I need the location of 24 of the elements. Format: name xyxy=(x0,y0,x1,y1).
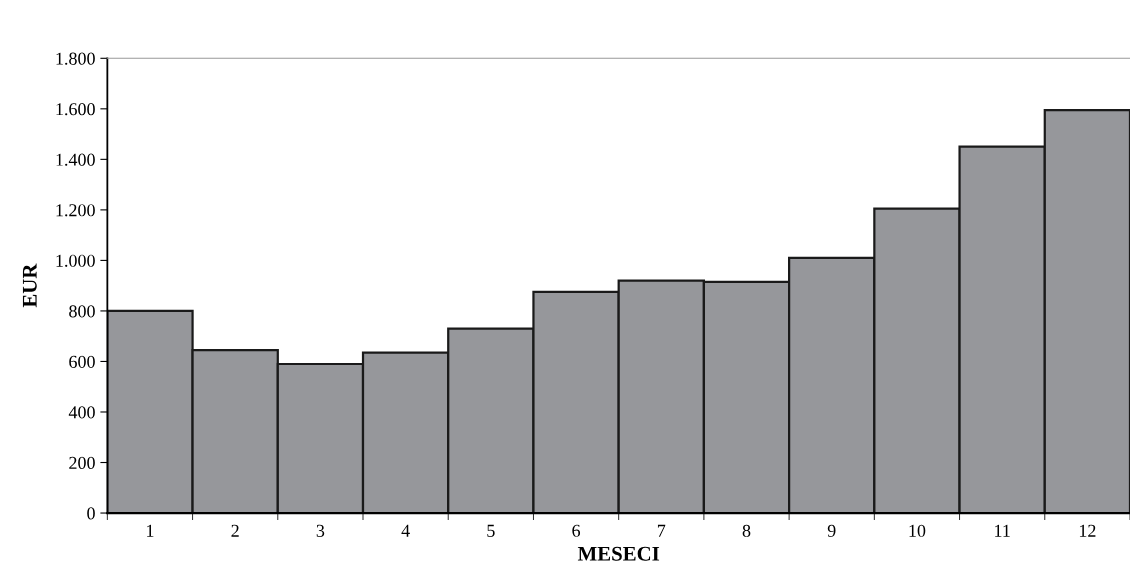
x-tick-label: 11 xyxy=(995,524,1010,537)
y-tick-label: 800 xyxy=(69,305,95,318)
x-tick-label: 6 xyxy=(572,524,581,537)
y-tick-label: 1.400 xyxy=(56,153,95,166)
x-tick-label: 8 xyxy=(742,524,751,537)
x-tick-label: 4 xyxy=(401,524,410,537)
y-tick-label: 1.000 xyxy=(56,254,95,267)
x-axis-title: MESECI xyxy=(577,546,660,561)
x-tick-label: 9 xyxy=(827,524,836,537)
x-tick-label: 7 xyxy=(657,524,666,537)
y-tick-label: 600 xyxy=(69,355,95,368)
x-tick-label: 12 xyxy=(1079,524,1096,537)
y-tick-label: 1.200 xyxy=(56,204,95,217)
y-tick-label: 200 xyxy=(69,456,95,469)
x-tick-label: 10 xyxy=(909,524,926,537)
y-tick-label: 400 xyxy=(68,406,95,419)
x-tick-label: 2 xyxy=(231,524,239,537)
y-tick-label: 1.800 xyxy=(56,52,95,65)
x-tick-label: 5 xyxy=(487,524,495,537)
x-tick-label: 3 xyxy=(316,524,325,537)
y-tick-label: 0 xyxy=(87,507,95,520)
y-axis-title: EUR xyxy=(22,263,37,308)
x-tick-label: 1 xyxy=(147,524,154,537)
y-tick-label: 1.600 xyxy=(56,103,95,116)
